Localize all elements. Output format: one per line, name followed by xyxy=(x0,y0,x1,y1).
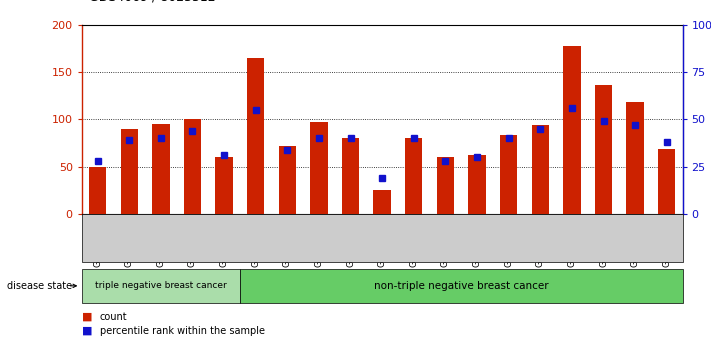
Bar xyxy=(152,124,169,214)
Text: percentile rank within the sample: percentile rank within the sample xyxy=(100,326,264,336)
Bar xyxy=(247,58,264,214)
Text: count: count xyxy=(100,312,127,322)
Text: ■: ■ xyxy=(82,312,92,322)
Bar xyxy=(658,149,675,214)
Bar xyxy=(437,157,454,214)
Bar xyxy=(469,155,486,214)
Bar xyxy=(215,157,232,214)
Bar xyxy=(500,135,518,214)
Text: GDS4069 / 8023312: GDS4069 / 8023312 xyxy=(89,0,215,4)
Text: triple negative breast cancer: triple negative breast cancer xyxy=(95,281,227,290)
Bar xyxy=(342,138,359,214)
Bar xyxy=(183,119,201,214)
Bar xyxy=(563,46,581,214)
Bar xyxy=(595,85,612,214)
Bar xyxy=(89,167,106,214)
Text: non-triple negative breast cancer: non-triple negative breast cancer xyxy=(374,281,548,291)
Text: ■: ■ xyxy=(82,326,92,336)
Bar xyxy=(532,125,549,214)
Bar xyxy=(373,190,391,214)
Bar xyxy=(405,138,422,214)
Bar xyxy=(626,102,644,214)
Bar xyxy=(279,146,296,214)
Bar xyxy=(310,122,328,214)
Text: disease state: disease state xyxy=(7,281,73,291)
Bar xyxy=(120,129,138,214)
